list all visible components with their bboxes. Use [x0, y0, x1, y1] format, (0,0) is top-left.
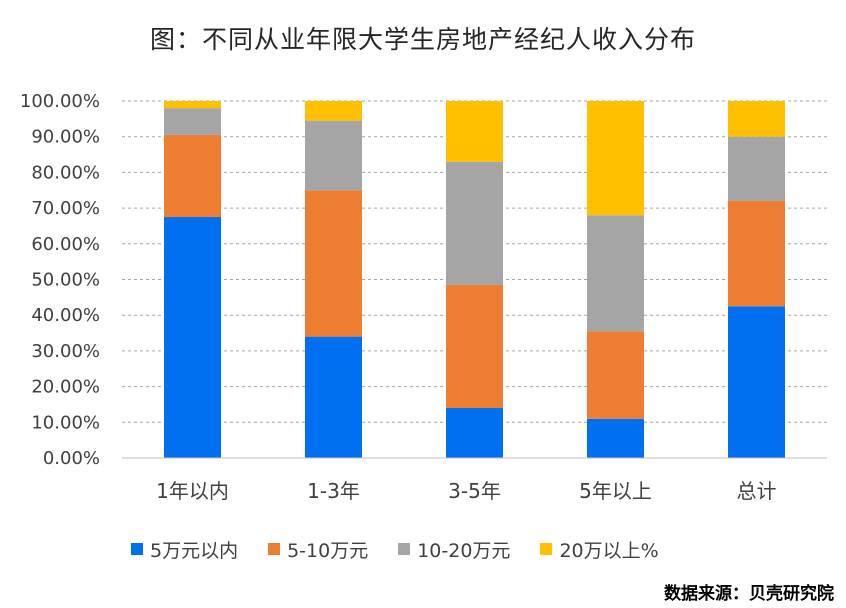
bar-segment — [446, 408, 503, 458]
bar-segment — [164, 217, 221, 458]
x-tick-label: 5年以上 — [579, 479, 652, 503]
x-tick-label: 1-3年 — [307, 479, 360, 503]
bar-segment — [587, 101, 644, 216]
chart-title: 图：不同从业年限大学生房地产经纪人收入分布 — [149, 25, 696, 54]
bar-segment — [305, 190, 362, 337]
bar-segment — [587, 418, 644, 458]
legend-label: 5-10万元 — [287, 539, 369, 562]
legend-swatch — [268, 543, 281, 555]
bar-segment — [446, 284, 503, 409]
y-tick-label: 30.00% — [31, 341, 100, 362]
legend-label: 20万以上% — [559, 539, 659, 562]
chart-legend: 5万元以内 5-10万元 10-20万元 20万以上% — [131, 536, 689, 563]
bar-segment — [305, 120, 362, 191]
bar-segment — [587, 331, 644, 419]
x-tick-label: 总计 — [737, 479, 777, 503]
y-tick-label: 40.00% — [31, 305, 100, 326]
legend-label: 5万元以内 — [150, 539, 239, 562]
bar-segment — [728, 136, 785, 201]
legend-item: 10-20万元 — [398, 536, 510, 563]
y-tick-label: 100.00% — [20, 91, 100, 112]
y-tick-label: 0.00% — [43, 448, 100, 469]
bar-segment — [305, 336, 362, 458]
x-tick-label: 1年以内 — [156, 479, 229, 503]
bar-segment — [446, 161, 503, 285]
bar-segment — [446, 101, 503, 162]
y-tick-label: 50.00% — [31, 270, 100, 291]
legend-swatch — [131, 543, 143, 555]
legend-swatch — [540, 543, 553, 555]
bar-segment — [587, 215, 644, 332]
y-tick-label: 70.00% — [31, 198, 100, 219]
bar-segment — [728, 200, 785, 307]
legend-item: 5-10万元 — [268, 536, 368, 563]
data-source: 数据来源：贝壳研究院 — [664, 584, 834, 604]
bar-segment — [164, 134, 221, 218]
bar-segment — [728, 306, 785, 458]
y-tick-label: 80.00% — [31, 162, 100, 183]
y-tick-label: 10.00% — [31, 412, 100, 433]
y-tick-label: 90.00% — [31, 127, 100, 148]
y-tick-label: 60.00% — [31, 234, 100, 255]
bar-segment — [728, 101, 785, 137]
legend-label: 10-20万元 — [417, 539, 511, 562]
bar-segment — [164, 108, 221, 135]
x-tick-label: 3-5年 — [448, 479, 501, 503]
legend-item: 20万以上% — [540, 536, 659, 563]
legend-item: 5万元以内 — [131, 536, 238, 563]
bar-segment — [305, 101, 362, 121]
y-tick-label: 20.00% — [31, 377, 100, 398]
bar-segment — [164, 101, 221, 109]
legend-swatch — [398, 543, 411, 555]
